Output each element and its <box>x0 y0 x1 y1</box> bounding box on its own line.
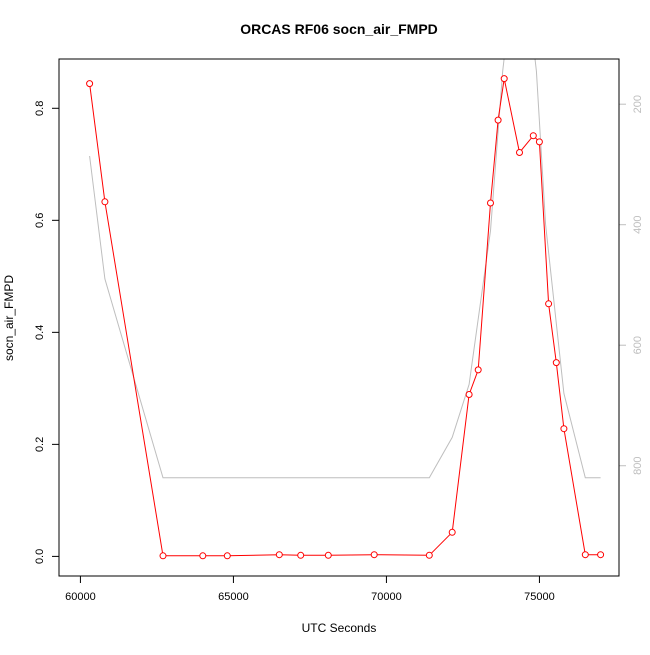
y-tick-label: 0.6 <box>34 213 46 228</box>
data-point-19 <box>545 300 553 308</box>
data-point-0 <box>86 80 94 88</box>
data-point-8 <box>370 551 378 559</box>
x-tick-label: 65000 <box>218 591 249 603</box>
data-point-21 <box>560 425 568 433</box>
x-axis-label: UTC Seconds <box>302 621 377 635</box>
data-point-11 <box>465 391 473 398</box>
data-point-22 <box>581 551 589 559</box>
data-point-17 <box>529 132 537 140</box>
data-point-4 <box>223 552 231 560</box>
data-point-20 <box>552 359 560 367</box>
series-line-0 <box>89 78 601 557</box>
x-tick-label: 70000 <box>371 591 402 603</box>
y-tick-label: 0.4 <box>34 325 46 340</box>
series-line-1 <box>89 59 601 479</box>
data-point-2 <box>159 552 167 560</box>
data-point-16 <box>516 149 523 156</box>
y-tick-label: 0.8 <box>34 101 46 116</box>
y2-tick-label: 200 <box>632 95 644 113</box>
data-point-14 <box>494 116 502 124</box>
data-point-15 <box>500 75 508 83</box>
x-tick-label: 60000 <box>65 591 96 603</box>
y2-tick-label: 800 <box>632 457 644 475</box>
data-point-10 <box>448 528 456 536</box>
data-point-9 <box>425 551 433 559</box>
x-tick-label: 75000 <box>524 591 555 603</box>
data-point-23 <box>597 551 605 559</box>
data-point-13 <box>487 199 494 207</box>
y-tick-label: 0.2 <box>34 437 46 452</box>
data-point-6 <box>297 551 305 559</box>
y2-tick-label: 600 <box>632 336 644 354</box>
y-tick-label: 0.0 <box>34 549 46 564</box>
y-axis-label: socn_air_FMPD <box>2 275 16 361</box>
data-point-7 <box>324 551 332 559</box>
data-point-5 <box>275 551 283 559</box>
data-point-12 <box>474 366 482 374</box>
data-point-18 <box>535 138 543 146</box>
data-point-1 <box>101 198 109 206</box>
plot-frame <box>58 58 620 577</box>
y2-tick-label: 400 <box>632 216 644 234</box>
chart-title: ORCAS RF06 socn_air_FMPD <box>240 21 438 37</box>
data-point-3 <box>199 552 207 560</box>
